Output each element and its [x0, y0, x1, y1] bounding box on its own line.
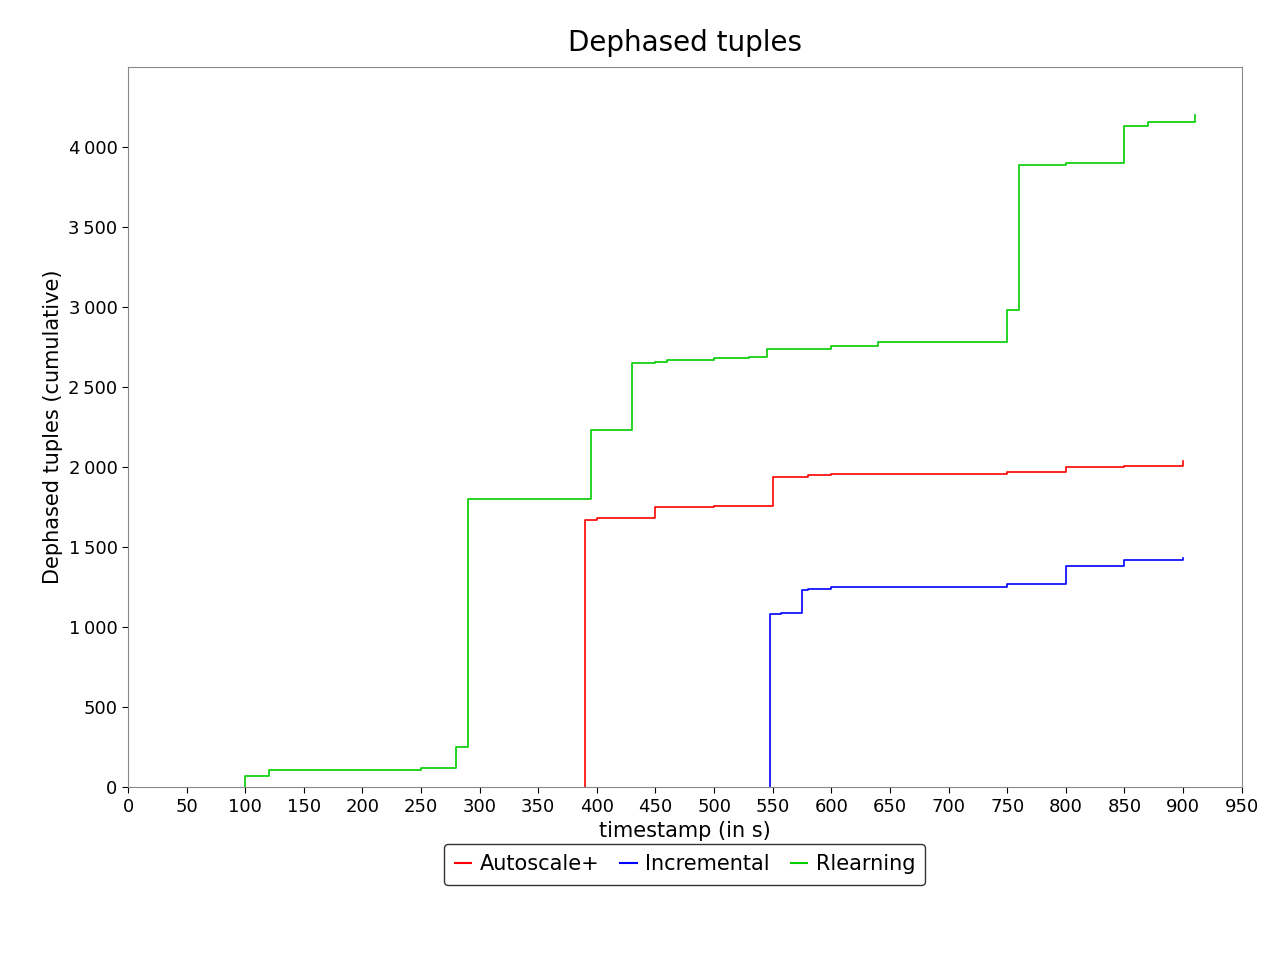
Y-axis label: Dephased tuples (cumulative): Dephased tuples (cumulative): [44, 270, 63, 585]
Title: Dephased tuples: Dephased tuples: [568, 29, 801, 57]
Legend: Autoscale+, Incremental, Rlearning: Autoscale+, Incremental, Rlearning: [444, 844, 925, 885]
X-axis label: timestamp (in s): timestamp (in s): [599, 821, 771, 841]
